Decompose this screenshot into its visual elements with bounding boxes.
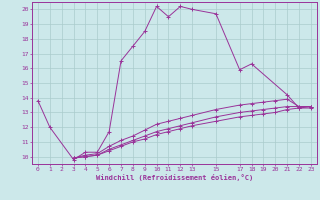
X-axis label: Windchill (Refroidissement éolien,°C): Windchill (Refroidissement éolien,°C) [96,174,253,181]
